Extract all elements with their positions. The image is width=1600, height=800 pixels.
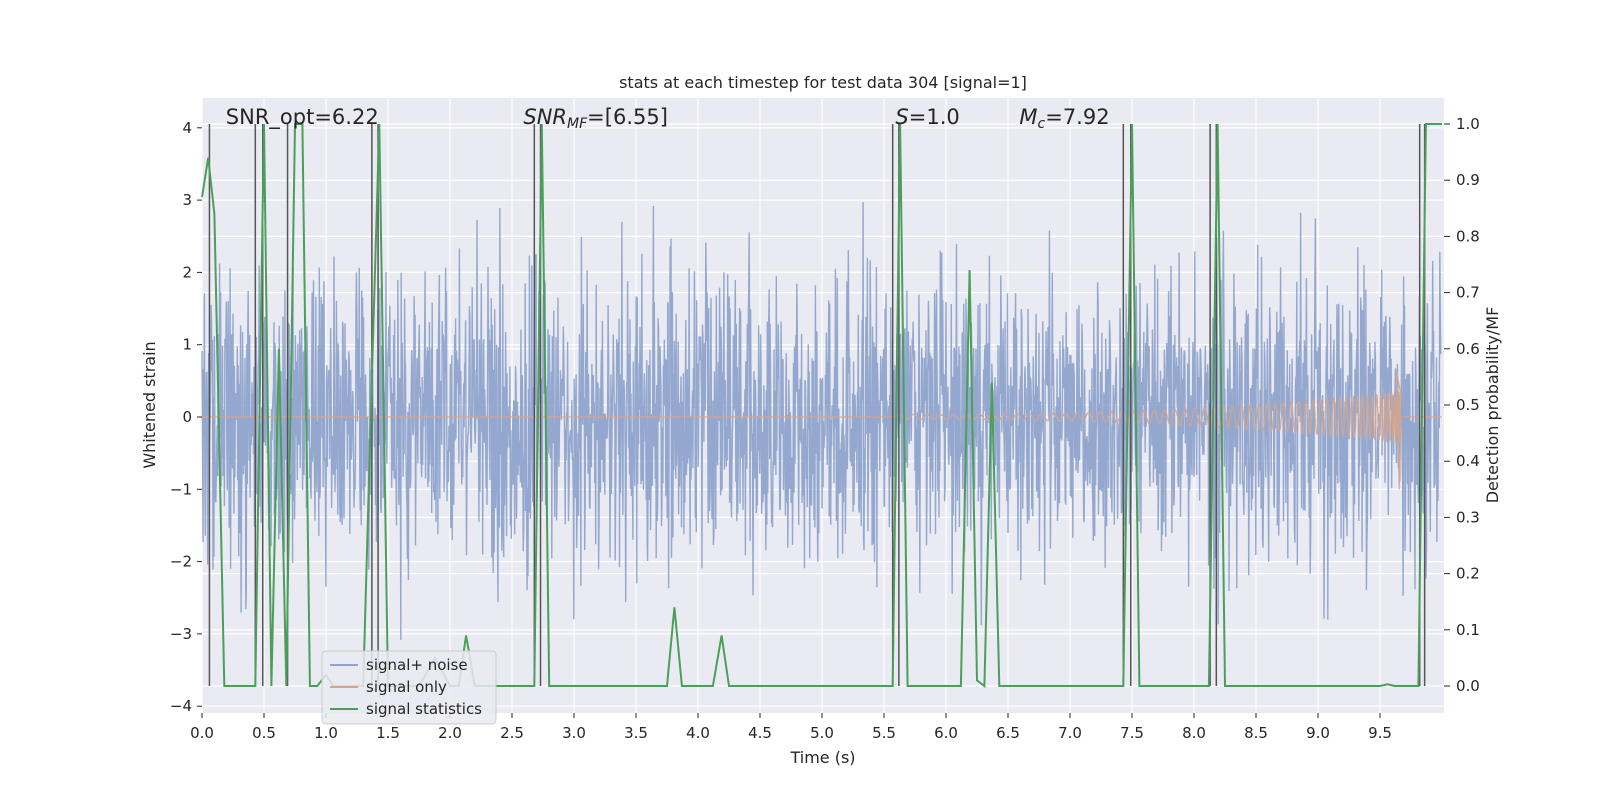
signal-only-line: [202, 372, 1442, 490]
y-tick-label: −2: [170, 553, 192, 571]
x-tick-label: 3.5: [624, 724, 648, 742]
y2-tick-label: 0.7: [1456, 284, 1480, 302]
x-tick-label: 8.5: [1244, 724, 1268, 742]
x-tick-label: 1.0: [314, 724, 338, 742]
x-tick-label: 9.0: [1306, 724, 1330, 742]
x-tick-labels: 0.0 0.5 1.0 1.5 2.0 2.5 3.0 3.5 4.0 4.5 5.0 5.5 6.0 6…: [190, 713, 1392, 742]
annotation: SNR_opt=6.22: [226, 105, 379, 130]
y2-tick-label: 0.1: [1456, 621, 1480, 639]
y2-tick-label: 0.2: [1456, 565, 1480, 583]
x-tick-label: 5.5: [872, 724, 896, 742]
x-tick-label: 8.0: [1182, 724, 1206, 742]
y2-tick-label: 0.9: [1456, 171, 1480, 189]
signal-noise-series: [201, 201, 1442, 641]
annotation: SNRMF=[6.55]: [523, 105, 668, 132]
legend-entry: signal+ noise: [366, 656, 468, 674]
y-tick-label: 2: [182, 263, 192, 281]
y2-tick-label: 0.6: [1456, 340, 1480, 358]
signal-noise-line: [201, 201, 1442, 641]
x-tick-label: 3.0: [562, 724, 586, 742]
legend-entry: signal only: [366, 678, 447, 696]
annotation: S=1.0: [895, 105, 959, 129]
legend-box: [321, 650, 497, 725]
y-tick-label: 1: [182, 336, 192, 354]
signal-statistics-series: [201, 123, 1442, 688]
legend-entry: signal statistics: [366, 700, 482, 718]
x-tick-label: 5.0: [810, 724, 834, 742]
x-tick-label: 9.5: [1368, 724, 1392, 742]
chart-title: stats at each timestep for test data 304…: [619, 73, 1027, 92]
x-tick-label: 1.5: [376, 724, 400, 742]
x-tick-label: 2.0: [438, 724, 462, 742]
x-tick-label: 4.0: [686, 724, 710, 742]
y2-tick-label: 0.8: [1456, 227, 1480, 245]
x-tick-label: 7.5: [1120, 724, 1144, 742]
x-tick-label: 0.0: [190, 724, 214, 742]
x-axis-label: Time (s): [789, 748, 855, 767]
signal-only-series: [202, 372, 1442, 490]
y-tick-label: −4: [170, 697, 192, 715]
y-tick-labels: 4 3 2 1 0 −1 −2 −3 −4: [170, 119, 202, 715]
y-tick-label: −1: [170, 480, 192, 498]
annotations: SNR_opt=6.22 SNRMF=[6.55] S=1.0 Mc=7.92: [226, 105, 1110, 132]
signal-statistics-line: [201, 123, 1442, 688]
y2-tick-label: 0.0: [1456, 677, 1480, 695]
y-tick-label: −3: [170, 625, 192, 643]
y-tick-label: 4: [182, 119, 192, 137]
x-tick-label: 0.5: [252, 724, 276, 742]
y2-tick-label: 0.5: [1456, 396, 1480, 414]
x-tick-label: 7.0: [1058, 724, 1082, 742]
y2-axis-label: Detection probability/MF: [1483, 307, 1502, 504]
x-tick-label: 2.5: [500, 724, 524, 742]
y-axis-label: Whitened strain: [140, 341, 159, 468]
x-tick-label: 4.5: [748, 724, 772, 742]
y2-tick-labels: 1.0 0.9 0.8 0.7 0.6 0.5 0.4 0.3 0.2 0.1 0.0: [1444, 115, 1480, 695]
y2-tick-label: 0.4: [1456, 452, 1480, 470]
x-tick-label: 6.5: [996, 724, 1020, 742]
y-tick-label: 3: [182, 191, 192, 209]
legend: signal+ noise signal only signal statistic…: [321, 650, 497, 725]
x-tick-label: 6.0: [934, 724, 958, 742]
y2-tick-label: 0.3: [1456, 508, 1480, 526]
y2-tick-label: 1.0: [1456, 115, 1480, 133]
annotation: Mc=7.92: [1019, 105, 1109, 132]
y-tick-label: 0: [182, 408, 192, 426]
